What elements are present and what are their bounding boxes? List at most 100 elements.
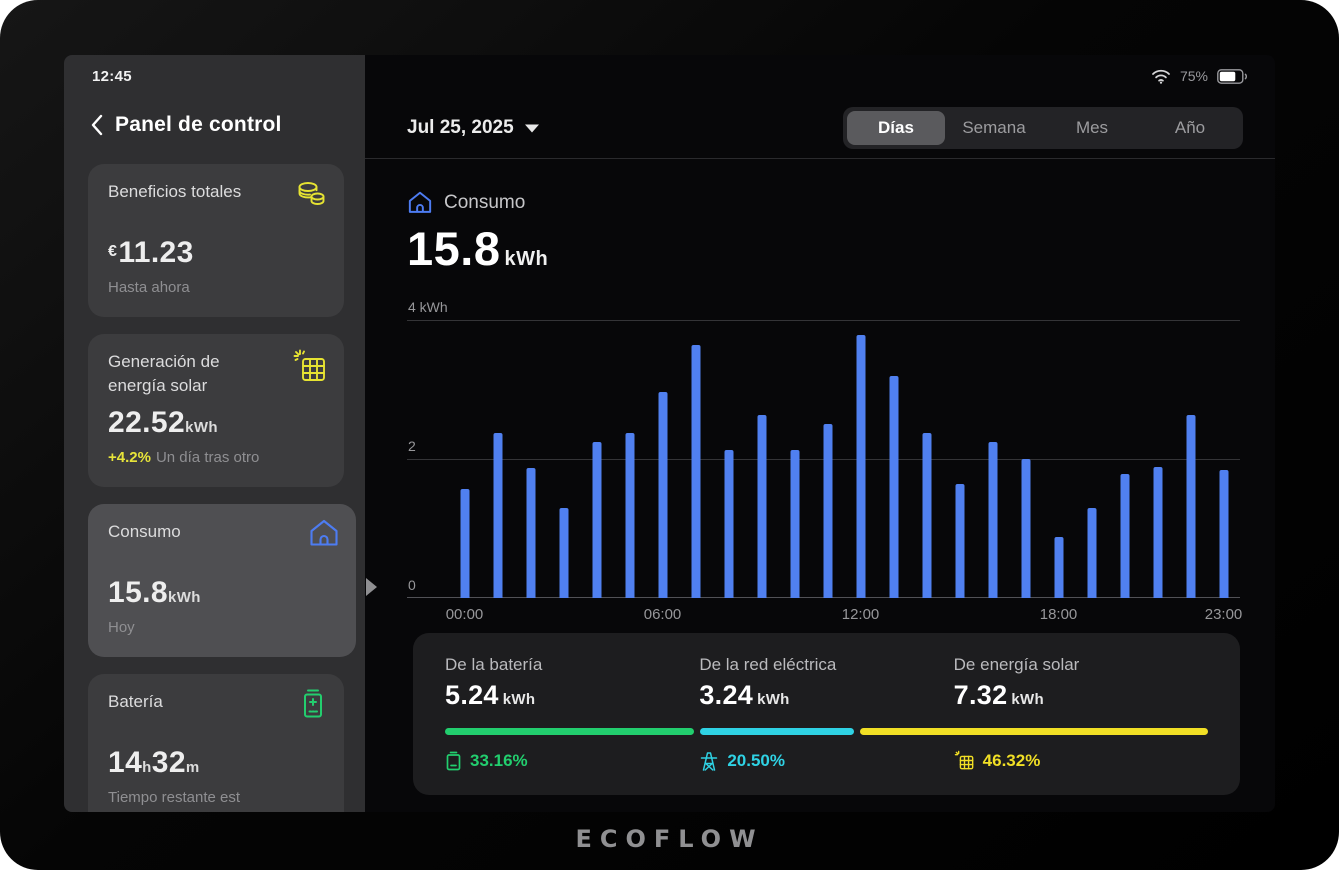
card-battery[interactable]: Batería 14h32m Tiempo restante est bbox=[88, 674, 344, 812]
sidebar: 12:45 Panel de control Beneficios totale… bbox=[64, 55, 365, 812]
ecoflow-logo: ECOFLOW bbox=[575, 825, 764, 853]
percent-solar: 46.32% bbox=[954, 750, 1208, 771]
percent-label: 46.32% bbox=[982, 750, 1041, 770]
consumption-bar[interactable] bbox=[1186, 415, 1195, 598]
bar-slot-08:00[interactable] bbox=[712, 320, 745, 598]
bar-slot-02:00[interactable] bbox=[514, 320, 547, 598]
bar-slot-21:00[interactable] bbox=[1141, 320, 1174, 598]
consumption-bar[interactable] bbox=[625, 433, 634, 598]
consumption-bar[interactable] bbox=[988, 442, 997, 598]
percent-label: 33.16% bbox=[470, 750, 528, 770]
x-axis-tick: 18:00 bbox=[1039, 606, 1078, 623]
wifi-icon bbox=[1151, 68, 1171, 84]
source-value: 7.32 kWh bbox=[953, 680, 1044, 710]
consumption-bar[interactable] bbox=[757, 415, 766, 598]
status-bar: 75% bbox=[1151, 68, 1247, 84]
house-icon bbox=[308, 518, 340, 548]
bar-slot-22:00[interactable] bbox=[1174, 320, 1207, 598]
consumption-bar[interactable] bbox=[1087, 507, 1096, 598]
ratio-segment-3 bbox=[860, 728, 1208, 735]
source-label: De la red eléctrica bbox=[699, 655, 837, 674]
source-label: De energía solar bbox=[953, 655, 1080, 674]
bar-slot-20:00[interactable] bbox=[1108, 320, 1141, 598]
consumption-bar[interactable] bbox=[889, 376, 898, 598]
consumption-bar[interactable] bbox=[955, 484, 964, 598]
consumption-bar[interactable] bbox=[1054, 536, 1063, 598]
card-title: Beneficios totales bbox=[108, 182, 242, 201]
card-total-benefits[interactable]: Beneficios totales €11.23 Hasta ahora bbox=[88, 164, 344, 317]
bar-slot-15:00[interactable] bbox=[943, 320, 976, 598]
consumption-bar[interactable] bbox=[1153, 466, 1162, 598]
bar-slot-13:00[interactable] bbox=[877, 320, 910, 598]
consumption-bar[interactable] bbox=[658, 392, 667, 598]
x-axis-tick: 00:00 bbox=[445, 606, 484, 623]
consumption-bar[interactable] bbox=[1021, 459, 1030, 598]
card-title: Generación de energía solar bbox=[108, 352, 220, 395]
bar-slot-14:00[interactable] bbox=[910, 320, 943, 598]
percent-grid: 20.50% bbox=[699, 750, 953, 771]
bar-slot-17:00[interactable] bbox=[1009, 320, 1042, 598]
card-title: Consumo bbox=[108, 522, 181, 541]
percent-label: 20.50% bbox=[727, 750, 785, 770]
consumption-bar[interactable] bbox=[823, 424, 832, 598]
main-header: Jul 25, 2025 Días Semana Mes Año bbox=[407, 107, 1243, 149]
bar-slot-09:00[interactable] bbox=[745, 320, 778, 598]
clock-time: 12:45 bbox=[92, 68, 132, 85]
battery-icon bbox=[445, 751, 462, 771]
consumption-bar[interactable] bbox=[856, 335, 865, 598]
percent-battery: 33.16% bbox=[445, 750, 699, 771]
battery-percent-label: 75% bbox=[1179, 68, 1208, 84]
solar-panel-icon bbox=[954, 750, 975, 771]
back-header[interactable]: Panel de control bbox=[90, 113, 344, 137]
header-divider bbox=[365, 158, 1275, 159]
bar-slot-00:00[interactable] bbox=[448, 320, 481, 598]
bar-slot-06:00[interactable] bbox=[646, 320, 679, 598]
bar-slot-03:00[interactable] bbox=[547, 320, 580, 598]
consumption-bar[interactable] bbox=[493, 433, 502, 598]
x-axis-tick: 23:00 bbox=[1204, 606, 1243, 623]
bar-slot-18:00[interactable] bbox=[1042, 320, 1075, 598]
time-range-tabs: Días Semana Mes Año bbox=[843, 107, 1243, 149]
bar-slot-16:00[interactable] bbox=[976, 320, 1009, 598]
tab-semana[interactable]: Semana bbox=[962, 118, 1026, 137]
consumption-bar[interactable] bbox=[1219, 470, 1228, 598]
x-axis-labels: 00:00 06:00 12:00 18:00 23:00 bbox=[445, 598, 1243, 623]
bar-slot-23:00[interactable] bbox=[1207, 320, 1240, 598]
sidebar-collapse-handle[interactable] bbox=[366, 578, 377, 596]
consumption-bar[interactable] bbox=[460, 488, 469, 598]
consumption-bar[interactable] bbox=[1120, 474, 1129, 598]
source-label: De la batería bbox=[445, 655, 543, 674]
consumption-bar[interactable] bbox=[922, 433, 931, 598]
card-value: 22.52kWh bbox=[108, 406, 218, 439]
consumption-bar-chart: 4 kWh 2 0 00:00 06:00 12:00 18:00 23:00 bbox=[407, 299, 1242, 623]
consumption-bar[interactable] bbox=[592, 442, 601, 598]
card-value: €11.23 bbox=[108, 236, 194, 269]
consumption-total: 15.8 kWh bbox=[407, 222, 549, 275]
consumption-bar[interactable] bbox=[526, 468, 535, 598]
bar-slot-11:00[interactable] bbox=[811, 320, 844, 598]
consumption-bar[interactable] bbox=[724, 449, 733, 598]
consumption-bar[interactable] bbox=[790, 449, 799, 598]
bar-slot-19:00[interactable] bbox=[1075, 320, 1108, 598]
tab-año[interactable]: Año bbox=[1174, 118, 1206, 137]
card-consumption[interactable]: Consumo 15.8kWh Hoy bbox=[88, 504, 356, 657]
bar-slot-05:00[interactable] bbox=[613, 320, 646, 598]
tab-mes[interactable]: Mes bbox=[1075, 118, 1109, 137]
consumption-bar[interactable] bbox=[691, 345, 700, 598]
card-solar-generation[interactable]: Generación de energía solar 22.52kWh +4.… bbox=[88, 334, 344, 487]
card-subtitle: Hoy bbox=[108, 619, 135, 636]
card-value: 14h32m bbox=[108, 746, 200, 779]
tab-días[interactable]: Días bbox=[847, 111, 945, 145]
solar-panel-icon bbox=[292, 348, 328, 384]
bar-slot-04:00[interactable] bbox=[580, 320, 613, 598]
bar-slot-01:00[interactable] bbox=[481, 320, 514, 598]
bar-slot-10:00[interactable] bbox=[778, 320, 811, 598]
card-subtitle: Tiempo restante est bbox=[108, 789, 241, 806]
chevron-left-icon[interactable] bbox=[90, 114, 103, 136]
bar-slot-07:00[interactable] bbox=[679, 320, 712, 598]
ratio-segment-1 bbox=[445, 728, 695, 735]
page-title: Panel de control bbox=[115, 113, 282, 136]
consumption-bar[interactable] bbox=[559, 508, 568, 598]
bar-slot-12:00[interactable] bbox=[844, 320, 877, 598]
date-selector[interactable]: Jul 25, 2025 bbox=[407, 117, 539, 139]
